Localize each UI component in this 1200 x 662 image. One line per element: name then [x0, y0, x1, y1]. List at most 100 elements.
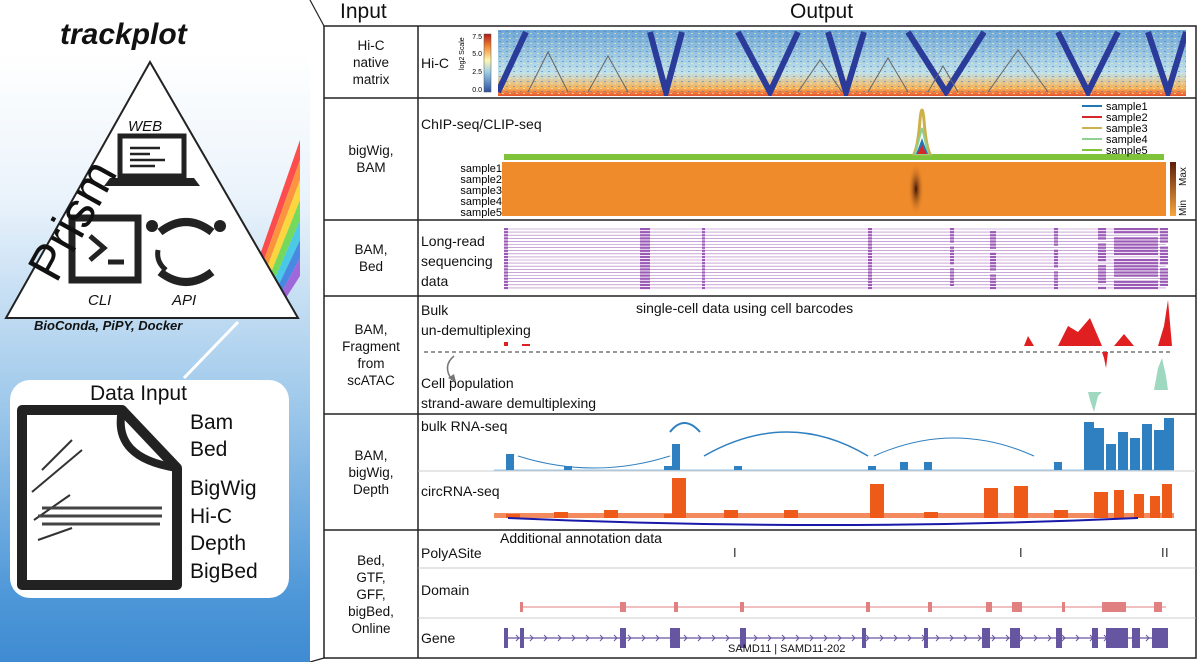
- data-input-title: Data Input: [90, 382, 187, 405]
- read-exon: [1054, 274, 1058, 277]
- gene-label: Gene: [421, 630, 456, 646]
- read-exon: [702, 246, 705, 249]
- read-exon: [990, 262, 996, 265]
- circ-coverage-bar: [1134, 494, 1144, 518]
- read-exon: [640, 268, 650, 271]
- input-text: GTF,: [356, 569, 386, 585]
- read-exon: [640, 274, 650, 277]
- bulk-coverage-bar: [924, 462, 932, 470]
- read-exon: [868, 240, 872, 243]
- domain-block: [1062, 602, 1065, 612]
- read-exon: [640, 259, 650, 262]
- read-exon: [702, 259, 705, 262]
- read-exon: [702, 237, 705, 240]
- read-exon: [1114, 231, 1158, 234]
- strand-arrow: [977, 634, 982, 642]
- api-label: API: [172, 292, 197, 309]
- bulk-coverage-bar: [1164, 418, 1174, 470]
- strand-arrow: [683, 634, 688, 642]
- strand-arrow: [599, 634, 604, 642]
- strand-arrow: [1075, 634, 1080, 642]
- splice-junction: [703, 431, 869, 457]
- read-exon: [1114, 262, 1158, 265]
- read-exon: [868, 249, 872, 252]
- read-exon: [640, 228, 650, 231]
- strand-arrow: [963, 634, 968, 642]
- read-exon: [640, 265, 650, 268]
- heat-row-label: sample4: [460, 196, 502, 208]
- input-text: from: [357, 356, 385, 371]
- polya-site: [1162, 548, 1164, 557]
- read-exon: [504, 286, 508, 290]
- terminal-icon: [68, 214, 142, 284]
- read-exon: [702, 277, 705, 280]
- read-exon: [1054, 249, 1058, 252]
- gene-exon: [740, 628, 746, 648]
- read-exon: [990, 274, 996, 277]
- strand-arrow: [991, 634, 996, 642]
- app-title: trackplot: [60, 18, 187, 51]
- connector-lines: [309, 0, 325, 662]
- strand-arrow: [851, 634, 856, 642]
- read-exon: [950, 231, 954, 234]
- read-exon: [990, 277, 996, 280]
- hic-heatmap: [498, 30, 1186, 96]
- bulk-coverage-bar: [1142, 424, 1152, 470]
- read-exon: [868, 265, 872, 268]
- gene-exon: [862, 628, 866, 648]
- distribution-label: BioConda, PiPY, Docker: [34, 318, 183, 333]
- strand-arrow: [1047, 634, 1052, 642]
- light-ray: [182, 320, 240, 380]
- read-exon: [1160, 255, 1168, 259]
- document-icon: [17, 405, 182, 590]
- strand-arrow: [711, 634, 716, 642]
- input-header: Input: [340, 0, 387, 23]
- read-exon: [1054, 271, 1058, 274]
- domain-block: [740, 602, 744, 612]
- gene-exon: [1056, 628, 1062, 648]
- chip-legend: sample1 sample2 sample3 sample4 sample5: [1082, 101, 1148, 157]
- read-exon: [868, 246, 872, 249]
- input-text: matrix: [352, 71, 390, 87]
- polya-site: [734, 548, 736, 557]
- read-exon: [1160, 231, 1168, 234]
- input-text: bigWig,: [348, 464, 394, 480]
- read-exon: [1160, 234, 1168, 237]
- read-exon: [702, 231, 705, 234]
- read-exon: [640, 240, 650, 243]
- strand-arrow: [809, 634, 814, 642]
- api-icon: [146, 218, 226, 286]
- strand-arrow: [627, 634, 632, 642]
- read-exon: [640, 234, 650, 237]
- bulk-coverage-bar: [664, 466, 672, 470]
- read-exon: [1098, 274, 1106, 277]
- legend-entry: sample4: [1106, 134, 1148, 146]
- polya-site: [1166, 548, 1168, 557]
- sc-bulk-label-2: un-demultiplexing: [421, 322, 531, 338]
- bulk-coverage-bar: [672, 444, 680, 470]
- strand-arrow: [529, 634, 534, 642]
- longread-tracks: [504, 228, 1168, 290]
- read-exon: [990, 252, 996, 255]
- strand-arrow: [865, 634, 870, 642]
- format-bed: Bed: [190, 438, 228, 461]
- read-exon: [990, 268, 996, 271]
- splice-junction: [873, 437, 1035, 457]
- longread-label-1: Long-read: [421, 233, 485, 249]
- read-exon: [1098, 268, 1106, 271]
- circ-coverage-bar: [870, 484, 884, 518]
- read-exon: [702, 268, 705, 271]
- gene-exon: [924, 628, 928, 648]
- read-exon: [702, 274, 705, 277]
- read-exon: [1054, 286, 1058, 290]
- read-exon: [504, 237, 508, 240]
- heat-row-label: sample3: [460, 185, 502, 197]
- domain-block: [520, 602, 523, 612]
- read-exon: [1114, 228, 1158, 231]
- read-exon: [702, 240, 705, 243]
- input-text: GFF,: [356, 586, 386, 602]
- gene-exon: [504, 628, 508, 648]
- longread-label-3: data: [421, 273, 449, 289]
- read-exon: [702, 255, 705, 259]
